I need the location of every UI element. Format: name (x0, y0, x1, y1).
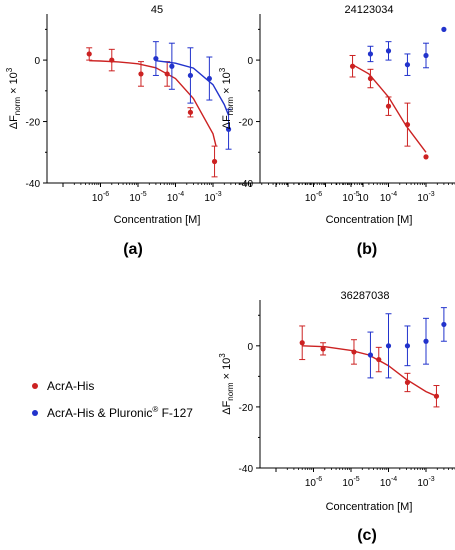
panel-a-x-axis-label: Concentration [M] (114, 214, 201, 226)
legend-marker-blue (32, 410, 38, 416)
x-tick-label: 10-5 (342, 191, 359, 204)
x-tick-label: 10-3 (417, 476, 434, 489)
data-point-blue (206, 75, 212, 82)
panel-c-x-axis-label: Concentration [M] (326, 501, 413, 513)
data-point-red (433, 393, 440, 399)
legend-label-acra-his: AcrA-His (47, 379, 94, 393)
x-tick-label: 10-4 (167, 191, 184, 204)
y-tick-label: -20 (26, 118, 41, 129)
y-axis-label: ΔFnorm × 103 (5, 67, 22, 129)
data-point-red (86, 51, 92, 57)
x-tick-label: 10-4 (380, 191, 397, 204)
legend-item-acra-his: AcrA-His (32, 379, 94, 393)
panel-a-title: 45 (151, 4, 163, 16)
panel-b-axes: 0 -20 -40 10-6 10-5 10-4 10-3 10 ΔFnorm × 103 (218, 14, 455, 204)
legend-label-acra-his-pluronic: AcrA-His & Pluronic® F-127 (47, 405, 193, 420)
y-axis-label: ΔFnorm × 103 (218, 67, 235, 129)
data-point-blue (404, 62, 411, 68)
data-point-blue (441, 26, 447, 32)
x-tick-label: 10-4 (380, 476, 397, 489)
y-tick-label: -40 (239, 464, 254, 475)
data-point-red (404, 122, 411, 128)
data-point-blue (153, 55, 159, 62)
data-point-red (404, 379, 411, 386)
panel-a-plot (86, 41, 232, 178)
panel-a-label: (a) (123, 241, 143, 258)
data-point-blue (367, 51, 374, 57)
legend-item-acra-his-pluronic: AcrA-His & Pluronic® F-127 (32, 405, 193, 420)
data-point-blue (423, 52, 429, 59)
data-point-blue (385, 48, 392, 54)
data-point-blue (385, 343, 392, 349)
y-axis-label: ΔFnorm × 103 (218, 353, 235, 415)
panel-c: 36287038 0-20-4010-610-510-410-310ΔFnorm… (218, 290, 455, 544)
y-tick-label: -40 (239, 179, 254, 190)
data-point-red (351, 349, 357, 355)
y-tick-label: 0 (34, 56, 40, 67)
x-tick-label: 10-3 (417, 191, 434, 204)
panel-c-title: 36287038 (341, 290, 390, 302)
data-point-red (367, 75, 374, 82)
x-tick-label: 10-6 (92, 191, 109, 204)
x-tick-label: 10-6 (305, 191, 322, 204)
data-point-blue (441, 321, 447, 328)
panel-a-axes: 0 -20 -40 10-6 10-5 10-4 10-3 10 ΔFnorm × 103 (5, 14, 369, 204)
data-point-red (299, 340, 305, 346)
panel-b-plot (349, 26, 447, 160)
data-point-red (187, 109, 194, 115)
data-point-red (423, 154, 429, 160)
data-point-red (349, 63, 356, 69)
y-tick-label: 0 (247, 56, 253, 67)
x-tick-label: 10-3 (204, 191, 221, 204)
x-tick-label: 10 (357, 193, 369, 204)
data-point-red (320, 346, 326, 352)
x-tick-label: 10-5 (342, 476, 359, 489)
panel-b-title: 24123034 (345, 4, 394, 16)
y-tick-label: -20 (239, 403, 254, 414)
panel-b: 24123034 0 -20 -40 10-6 10-5 10-4 10-3 10 ΔFnorm… (218, 4, 455, 258)
panel-c-label: (c) (357, 527, 377, 544)
y-tick-label: -40 (26, 179, 41, 190)
data-point-red (164, 71, 170, 77)
legend-marker-red (32, 383, 38, 389)
x-tick-label: 10-6 (305, 476, 322, 489)
fit-curve-red (89, 60, 217, 147)
data-point-blue (404, 343, 411, 349)
legend: AcrA-His AcrA-His & Pluronic® F-127 (32, 379, 193, 420)
data-point-red (109, 57, 115, 63)
data-point-blue (423, 338, 429, 344)
data-point-red (211, 158, 218, 165)
data-point-red (138, 71, 144, 77)
panel-c-plot (299, 307, 447, 408)
data-point-red (376, 356, 382, 363)
data-point-blue (169, 63, 175, 69)
panel-b-x-axis-label: Concentration [M] (326, 214, 413, 226)
x-tick-label: 10-5 (129, 191, 146, 204)
panel-b-label: (b) (357, 241, 377, 258)
data-point-blue (187, 72, 194, 79)
y-tick-label: -20 (239, 118, 254, 129)
data-point-red (385, 103, 392, 109)
data-point-blue (225, 126, 232, 132)
y-tick-label: 0 (247, 342, 253, 353)
panel-a: 45 0 -20 -40 10-6 10-5 10-4 10-3 10 ΔFnorm × 103… (5, 4, 369, 258)
data-point-blue (367, 352, 374, 358)
